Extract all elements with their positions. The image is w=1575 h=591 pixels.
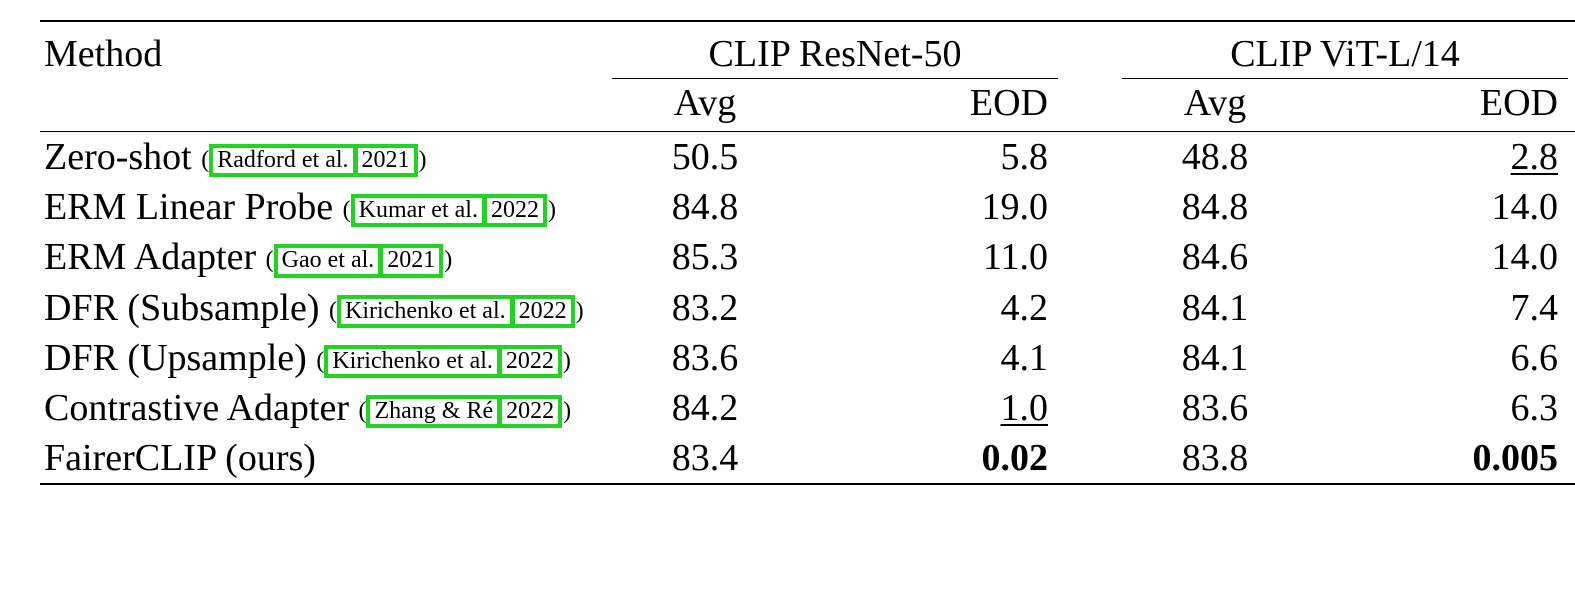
- table-row: ERM Linear Probe (Kumar et al.2022) 84.8…: [40, 182, 1575, 232]
- table-row: Zero-shot (Radford et al.2021) 50.5 5.8 …: [40, 132, 1575, 182]
- val-resnet-avg: 84.8: [600, 182, 810, 232]
- val-vit-avg: 83.8: [1110, 433, 1320, 483]
- val-vit-avg: 84.6: [1110, 232, 1320, 282]
- method-header: Method: [40, 22, 600, 132]
- citation: (Kumar et al.2022): [343, 197, 556, 223]
- group-header-vit: CLIP ViT-L/14: [1110, 22, 1575, 78]
- val-vit-eod: 7.4: [1320, 283, 1575, 333]
- cite-year[interactable]: 2021: [354, 144, 418, 177]
- method-text: DFR (Subsample): [44, 287, 320, 329]
- cite-year[interactable]: 2022: [483, 194, 547, 227]
- val-vit-eod: 14.0: [1320, 232, 1575, 282]
- cite-authors[interactable]: Zhang & Ré: [366, 395, 501, 428]
- val-resnet-avg: 85.3: [600, 232, 810, 282]
- val-vit-eod: 2.8: [1320, 132, 1575, 182]
- method-text: ERM Linear Probe: [44, 186, 333, 228]
- val-vit-avg: 84.8: [1110, 182, 1320, 232]
- cite-year[interactable]: 2022: [498, 395, 562, 428]
- val-vit-avg: 48.8: [1110, 132, 1320, 182]
- method-text: Contrastive Adapter: [44, 387, 349, 429]
- val-resnet-eod: 4.2: [810, 283, 1070, 333]
- val-resnet-eod: 1.0: [810, 383, 1070, 433]
- method-name: FairerCLIP (ours): [40, 433, 600, 483]
- table-row: DFR (Upsample) (Kirichenko et al.2022) 8…: [40, 333, 1575, 383]
- val-resnet-eod: 0.02: [810, 433, 1070, 483]
- citation: (Zhang & Ré2022): [358, 398, 571, 424]
- val-vit-avg: 84.1: [1110, 283, 1320, 333]
- cite-close: ): [443, 247, 452, 274]
- citation: (Kirichenko et al.2022): [329, 298, 584, 324]
- table-row: Contrastive Adapter (Zhang & Ré2022) 84.…: [40, 383, 1575, 433]
- cite-authors[interactable]: Kirichenko et al.: [324, 345, 501, 378]
- table-row: FairerCLIP (ours) 83.4 0.02 83.8 0.005: [40, 433, 1575, 483]
- cite-authors[interactable]: Kumar et al.: [351, 194, 486, 227]
- val-vit-eod: 6.3: [1320, 383, 1575, 433]
- results-table-container: Method CLIP ResNet-50 CLIP ViT-L/14 Avg …: [0, 0, 1575, 515]
- method-name: ERM Linear Probe (Kumar et al.2022): [40, 182, 600, 232]
- col-header-resnet-eod: EOD: [810, 79, 1070, 132]
- cite-year[interactable]: 2021: [379, 244, 443, 277]
- cite-close: ): [562, 348, 571, 375]
- col-header-resnet-avg: Avg: [600, 79, 810, 132]
- val-resnet-eod: 19.0: [810, 182, 1070, 232]
- val-resnet-eod: 5.8: [810, 132, 1070, 182]
- val-vit-eod: 14.0: [1320, 182, 1575, 232]
- val-vit-avg: 83.6: [1110, 383, 1320, 433]
- val-vit-eod: 0.005: [1320, 433, 1575, 483]
- cite-authors[interactable]: Gao et al.: [274, 244, 383, 277]
- header-row-groups: Method CLIP ResNet-50 CLIP ViT-L/14: [40, 22, 1575, 78]
- method-text: Zero-shot: [44, 136, 192, 178]
- cite-close: ): [575, 298, 584, 325]
- cite-authors[interactable]: Kirichenko et al.: [337, 295, 514, 328]
- results-table: Method CLIP ResNet-50 CLIP ViT-L/14 Avg …: [40, 20, 1575, 485]
- val-resnet-eod: 4.1: [810, 333, 1070, 383]
- method-name: Zero-shot (Radford et al.2021): [40, 132, 600, 182]
- val-resnet-avg: 83.6: [600, 333, 810, 383]
- val-resnet-avg: 50.5: [600, 132, 810, 182]
- method-name: Contrastive Adapter (Zhang & Ré2022): [40, 383, 600, 433]
- method-text: DFR (Upsample): [44, 337, 307, 379]
- method-text: ERM Adapter: [44, 236, 256, 278]
- col-header-vit-avg: Avg: [1110, 79, 1320, 132]
- cite-year[interactable]: 2022: [498, 345, 562, 378]
- col-header-vit-eod: EOD: [1320, 79, 1575, 132]
- group-header-resnet: CLIP ResNet-50: [600, 22, 1070, 78]
- table-row: DFR (Subsample) (Kirichenko et al.2022) …: [40, 283, 1575, 333]
- method-text: FairerCLIP (ours): [44, 437, 316, 479]
- method-name: DFR (Subsample) (Kirichenko et al.2022): [40, 283, 600, 333]
- table-row: ERM Adapter (Gao et al.2021) 85.3 11.0 8…: [40, 232, 1575, 282]
- cite-authors[interactable]: Radford et al.: [209, 144, 356, 177]
- val-resnet-avg: 83.4: [600, 433, 810, 483]
- citation: (Radford et al.2021): [201, 147, 426, 173]
- val-resnet-eod: 11.0: [810, 232, 1070, 282]
- cite-close: ): [562, 398, 571, 425]
- val-resnet-avg: 83.2: [600, 283, 810, 333]
- cite-close: ): [547, 197, 556, 224]
- val-resnet-avg: 84.2: [600, 383, 810, 433]
- cite-close: ): [418, 147, 427, 174]
- method-name: ERM Adapter (Gao et al.2021): [40, 232, 600, 282]
- val-vit-eod: 6.6: [1320, 333, 1575, 383]
- citation: (Gao et al.2021): [266, 247, 453, 273]
- cite-year[interactable]: 2022: [511, 295, 575, 328]
- method-name: DFR (Upsample) (Kirichenko et al.2022): [40, 333, 600, 383]
- val-vit-avg: 84.1: [1110, 333, 1320, 383]
- citation: (Kirichenko et al.2022): [316, 348, 571, 374]
